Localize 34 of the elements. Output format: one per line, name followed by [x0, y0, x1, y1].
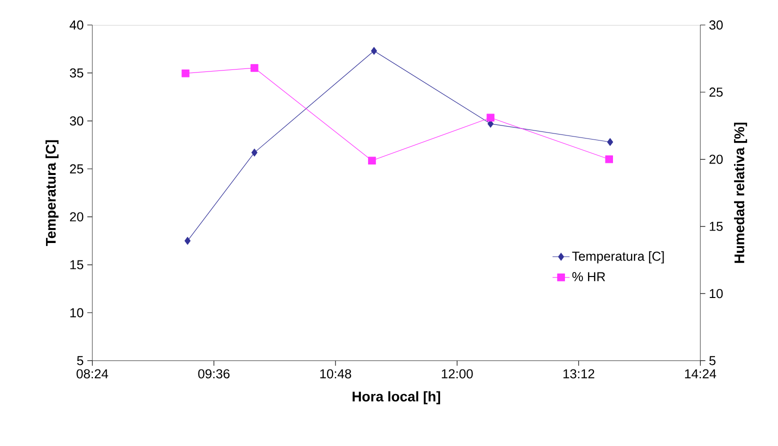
y2-tick-label: 25 — [709, 88, 723, 97]
y2-tick-label: 15 — [710, 222, 723, 231]
y2-tick-label: 20 — [709, 154, 723, 164]
legend-label: % HR — [572, 272, 606, 282]
y-tick-label: 30 — [70, 116, 84, 126]
point — [607, 138, 614, 146]
x-tick-label: 13:12 — [563, 369, 594, 378]
point — [182, 69, 190, 78]
y-axis-title: Temperatura [C] — [46, 140, 59, 246]
point — [486, 114, 494, 122]
y-tick-label: 35 — [70, 68, 84, 78]
y-tick-label: 5 — [77, 356, 84, 366]
y-tick-label: 40 — [70, 20, 84, 30]
x-tick-label: 08:24 — [76, 369, 108, 378]
y2-axis-title: Humedad relativa [%] — [734, 122, 748, 263]
x-tick-label: 14:24 — [685, 369, 716, 378]
point — [371, 47, 377, 55]
x-axis-title: Hora local [h] — [352, 391, 440, 404]
y-tick-label: 15 — [70, 260, 84, 270]
y2-tick-label: 30 — [709, 20, 723, 30]
y2-tick-label: 10 — [710, 288, 723, 298]
x-tick-label: 09:36 — [198, 369, 230, 378]
x-tick-label: 12:00 — [442, 369, 473, 378]
y-tick-label: 10 — [70, 308, 84, 318]
y2-tick-label: 5 — [709, 356, 716, 366]
point — [184, 236, 191, 245]
point — [251, 148, 258, 156]
y-tick-label: 25 — [70, 164, 84, 174]
point — [605, 155, 613, 164]
point — [250, 64, 258, 72]
y-tick-label: 20 — [70, 212, 84, 222]
point — [368, 156, 376, 165]
legend-label: Temperatura [C] — [572, 251, 664, 264]
x-tick-label: 10:48 — [320, 369, 352, 378]
